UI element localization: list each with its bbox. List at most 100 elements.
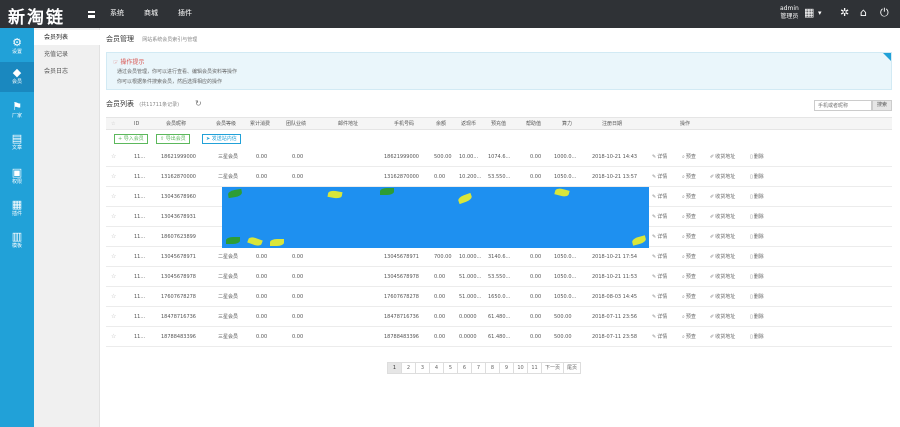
delete-link[interactable]: ▯删除 — [750, 314, 764, 320]
edit-icon: ✎ — [652, 214, 657, 220]
export-members-button[interactable]: ⇪ 导出会员 — [156, 134, 190, 144]
delete-link[interactable]: ▯删除 — [750, 174, 764, 180]
left-nav-articles[interactable]: ▤ 文章 — [0, 128, 34, 158]
page-link[interactable]: 8 — [485, 362, 500, 374]
left-nav-plugins[interactable]: ▦ 插件 — [0, 194, 34, 224]
last-page-link[interactable]: 尾页 — [563, 362, 582, 374]
detail-link[interactable]: ✎详情 — [652, 254, 668, 260]
admin-account[interactable]: admin 管理员 — [780, 5, 799, 21]
table-row: ☆ 11... 17607678278 二星会员 0.00 0.00 17607678278… — [106, 287, 892, 307]
preview-link[interactable]: ⌕预查 — [682, 194, 696, 200]
address-link[interactable]: ✐收货地址 — [710, 274, 736, 280]
menu-toggle-icon[interactable] — [88, 11, 95, 18]
trash-icon: ▯ — [750, 274, 753, 280]
address-link[interactable]: ✐收货地址 — [710, 214, 736, 220]
delete-link[interactable]: ▯删除 — [750, 254, 764, 260]
delete-link[interactable]: ▯删除 — [750, 234, 764, 240]
sub-nav-member-list[interactable]: 会员列表 — [34, 30, 100, 45]
star-icon[interactable]: ☆ — [111, 213, 117, 220]
preview-link[interactable]: ⌕预查 — [682, 334, 696, 340]
calendar-icon[interactable]: ▦ — [804, 6, 815, 19]
refresh-icon[interactable]: ↻ — [195, 99, 202, 108]
left-nav-members[interactable]: ◆ 会员 — [0, 62, 34, 92]
preview-link[interactable]: ⌕预查 — [682, 174, 696, 180]
left-nav-vendors[interactable]: ⚑ 厂家 — [0, 96, 34, 126]
cell-team: 0.00 — [292, 314, 304, 320]
page-link[interactable]: 2 — [401, 362, 416, 374]
address-link[interactable]: ✐收货地址 — [710, 334, 736, 340]
page-link[interactable]: 7 — [471, 362, 486, 374]
delete-link[interactable]: ▯删除 — [750, 214, 764, 220]
top-nav-system[interactable]: 系统 — [110, 9, 124, 17]
left-nav-settings[interactable]: ⚙ 设置 — [0, 32, 34, 62]
page-link[interactable]: 6 — [457, 362, 472, 374]
address-link[interactable]: ✐收货地址 — [710, 314, 736, 320]
search-button[interactable]: 搜索 — [872, 100, 892, 111]
chevron-down-icon[interactable]: ▾ — [818, 9, 822, 17]
delete-link[interactable]: ▯删除 — [750, 194, 764, 200]
detail-link[interactable]: ✎详情 — [652, 214, 668, 220]
detail-link[interactable]: ✎详情 — [652, 274, 668, 280]
detail-link[interactable]: ✎详情 — [652, 174, 668, 180]
preview-link[interactable]: ⌕预查 — [682, 294, 696, 300]
star-icon[interactable]: ☆ — [111, 193, 117, 200]
cell-consume: 0.00 — [256, 274, 268, 280]
top-nav-mall[interactable]: 商城 — [144, 9, 158, 17]
preview-link[interactable]: ⌕预查 — [682, 274, 696, 280]
import-members-button[interactable]: + 导入会员 — [114, 134, 148, 144]
power-icon[interactable]: ⏻ — [880, 6, 889, 19]
detail-link[interactable]: ✎详情 — [652, 294, 668, 300]
star-icon[interactable]: ☆ — [111, 313, 117, 320]
detail-link[interactable]: ✎详情 — [652, 234, 668, 240]
delete-link[interactable]: ▯删除 — [750, 154, 764, 160]
cell-level: 三星会员 — [218, 314, 239, 320]
star-icon[interactable]: ☆ — [111, 173, 117, 180]
star-icon[interactable]: ☆ — [111, 293, 117, 300]
sub-nav-recharge-records[interactable]: 充值记录 — [44, 51, 69, 58]
search-input[interactable] — [814, 100, 872, 111]
cell-precharge: 3140.6... — [488, 254, 511, 260]
cell-level: 二星会员 — [218, 294, 239, 300]
page-link[interactable]: 11 — [527, 362, 542, 374]
settings-icon[interactable]: ✲ — [840, 6, 850, 19]
left-nav-templates[interactable]: ▥ 模板 — [0, 226, 34, 256]
address-link[interactable]: ✐收货地址 — [710, 194, 736, 200]
page-link[interactable]: 5 — [443, 362, 458, 374]
address-link[interactable]: ✐收货地址 — [710, 154, 736, 160]
search-icon: ⌕ — [682, 154, 685, 160]
star-icon[interactable]: ☆ — [111, 333, 117, 340]
detail-link[interactable]: ✎详情 — [652, 194, 668, 200]
delete-link[interactable]: ▯删除 — [750, 334, 764, 340]
top-nav-plugin[interactable]: 插件 — [178, 9, 192, 17]
address-link[interactable]: ✐收货地址 — [710, 234, 736, 240]
preview-link[interactable]: ⌕预查 — [682, 314, 696, 320]
star-icon[interactable]: ☆ — [111, 233, 117, 240]
page-link[interactable]: 4 — [429, 362, 444, 374]
star-icon[interactable]: ☆ — [111, 273, 117, 280]
wrench-icon: ✐ — [710, 174, 715, 180]
page-link[interactable]: 9 — [499, 362, 514, 374]
detail-link[interactable]: ✎详情 — [652, 314, 668, 320]
home-icon[interactable]: ⌂ — [860, 6, 867, 19]
preview-link[interactable]: ⌕预查 — [682, 154, 696, 160]
page-link[interactable]: 3 — [415, 362, 430, 374]
address-link[interactable]: ✐收货地址 — [710, 174, 736, 180]
next-page-link[interactable]: 下一页 — [541, 362, 565, 374]
detail-link[interactable]: ✎详情 — [652, 334, 668, 340]
leaf-decoration — [247, 235, 263, 248]
address-link[interactable]: ✐收货地址 — [710, 294, 736, 300]
delete-link[interactable]: ▯删除 — [750, 274, 764, 280]
preview-link[interactable]: ⌕预查 — [682, 214, 696, 220]
left-nav-permissions[interactable]: ▣ 权限 — [0, 162, 34, 192]
delete-link[interactable]: ▯删除 — [750, 294, 764, 300]
preview-link[interactable]: ⌕预查 — [682, 254, 696, 260]
address-link[interactable]: ✐收货地址 — [710, 254, 736, 260]
star-icon[interactable]: ☆ — [111, 153, 117, 160]
send-message-button[interactable]: ➤ 发送站内信 — [202, 134, 241, 144]
page-link[interactable]: 1 — [387, 362, 402, 374]
detail-link[interactable]: ✎详情 — [652, 154, 668, 160]
sub-nav-member-log[interactable]: 会员日志 — [44, 68, 69, 75]
page-link[interactable]: 10 — [513, 362, 528, 374]
star-icon[interactable]: ☆ — [111, 253, 117, 260]
preview-link[interactable]: ⌕预查 — [682, 234, 696, 240]
